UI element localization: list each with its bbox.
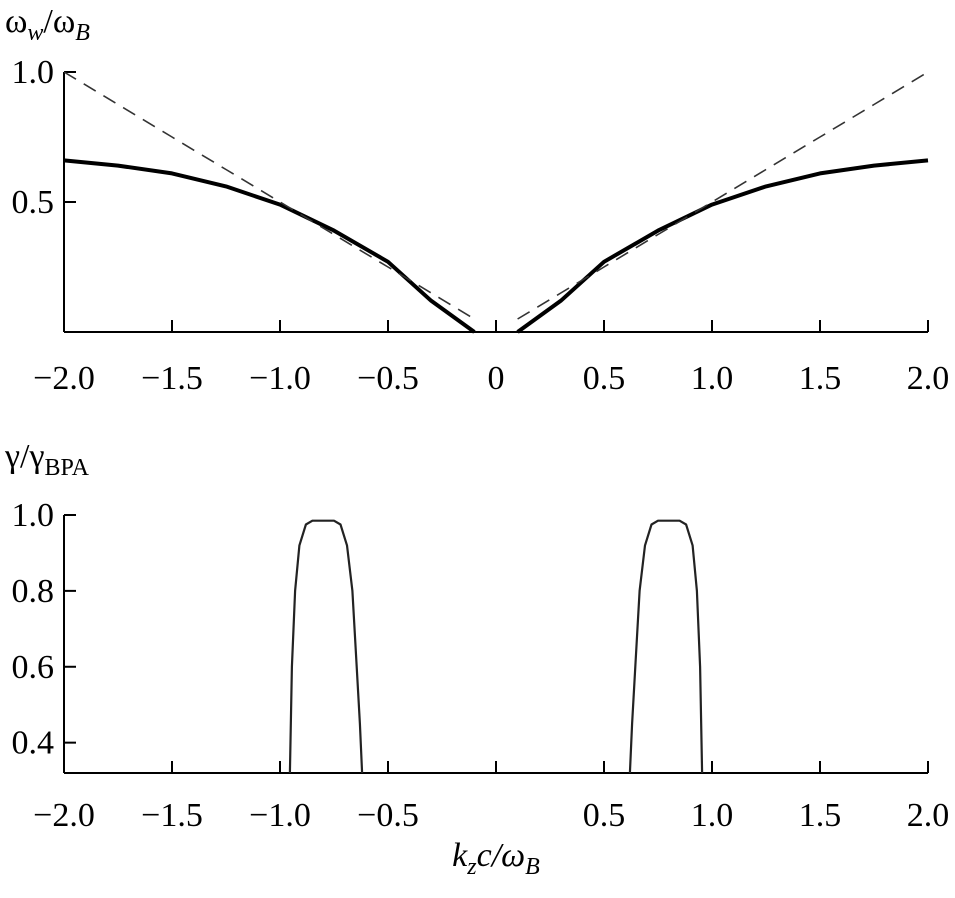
axis-label-part: /ω: [43, 3, 75, 40]
line-series: [288, 519, 704, 774]
axis-label-part: w: [27, 20, 43, 46]
y-tick-label: 1.0: [12, 497, 55, 534]
x-tick-label: −2.0: [33, 797, 95, 834]
y-tick-label: 0.6: [12, 649, 55, 686]
axis-label-part: z: [466, 854, 477, 880]
x-tick-label: 0: [488, 360, 505, 397]
axis-label-part: BPA: [45, 455, 90, 481]
x-tick-label: −1.5: [141, 360, 203, 397]
y-tick-label: 1.0: [12, 54, 55, 91]
x-tick-label: −1.0: [249, 360, 311, 397]
x-tick-label: −0.5: [357, 360, 419, 397]
y-tick-label: 0.8: [12, 573, 55, 610]
axis-label-part: B: [75, 20, 90, 46]
axis-label: ωw/ωB: [5, 3, 90, 46]
x-tick-label: −2.0: [33, 360, 95, 397]
axis-label-part: c/ω: [477, 837, 526, 874]
line-series: [63, 158, 929, 334]
axis-label-part: B: [525, 854, 540, 880]
x-tick-label: 2.0: [907, 797, 950, 834]
x-tick-label: 1.5: [799, 797, 842, 834]
axis-label: γ/γBPA: [4, 438, 90, 481]
x-tick-label: 2.0: [907, 360, 950, 397]
axis-label: kzc/ωB: [452, 837, 540, 880]
x-tick-label: −0.5: [357, 797, 419, 834]
x-tick-label: −1.0: [249, 797, 311, 834]
axis-label-part: k: [452, 837, 468, 874]
y-tick-label: 0.5: [12, 184, 55, 221]
x-tick-label: 1.5: [799, 360, 842, 397]
line-series: [63, 71, 929, 320]
x-tick-label: 1.0: [691, 797, 734, 834]
axis-label-part: γ/γ: [4, 438, 45, 475]
x-tick-label: 0.5: [583, 797, 626, 834]
x-tick-label: −1.5: [141, 797, 203, 834]
y-tick-label: 0.4: [12, 725, 55, 762]
axis-label-part: ω: [5, 3, 27, 40]
x-tick-label: 0.5: [583, 360, 626, 397]
x-tick-label: 1.0: [691, 360, 734, 397]
